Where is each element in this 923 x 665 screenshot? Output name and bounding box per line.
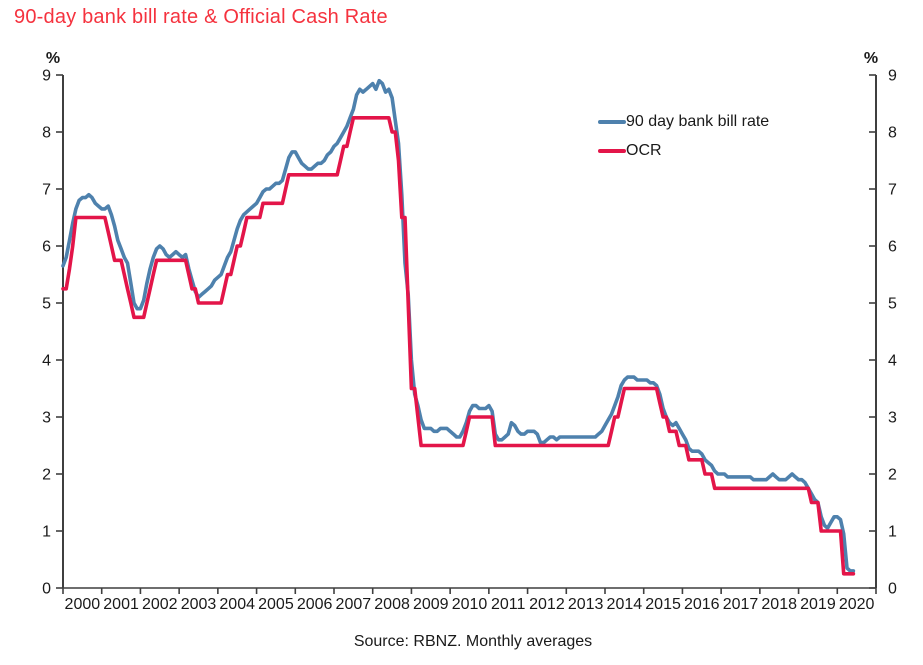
legend-line-swatch-red bbox=[598, 149, 626, 153]
legend-line-swatch-blue bbox=[598, 120, 626, 124]
x-tick-label-2006: 2006 bbox=[297, 596, 333, 613]
y-tick-label-left-1: 1 bbox=[42, 524, 51, 541]
y-tick-label-left-4: 4 bbox=[42, 353, 51, 370]
y-tick-label-right-2: 2 bbox=[888, 467, 897, 484]
x-tick-label-2001: 2001 bbox=[103, 596, 139, 613]
x-tick-label-2017: 2017 bbox=[723, 596, 759, 613]
y-tick-label-right-4: 4 bbox=[888, 353, 897, 370]
x-tick-label-2016: 2016 bbox=[684, 596, 720, 613]
y-tick-label-left-6: 6 bbox=[42, 239, 51, 256]
legend-label-ocr: OCR bbox=[626, 142, 662, 159]
x-tick-label-2013: 2013 bbox=[568, 596, 604, 613]
y-tick-label-right-0: 0 bbox=[888, 581, 897, 598]
y-tick-label-left-8: 8 bbox=[42, 125, 51, 142]
x-tick-label-2005: 2005 bbox=[258, 596, 294, 613]
y-tick-label-left-5: 5 bbox=[42, 296, 51, 313]
y-axis-unit-left: % bbox=[46, 50, 60, 67]
y-tick-label-right-7: 7 bbox=[888, 182, 897, 199]
y-tick-label-right-5: 5 bbox=[888, 296, 897, 313]
x-tick-label-2002: 2002 bbox=[142, 596, 178, 613]
x-tick-label-2019: 2019 bbox=[800, 596, 836, 613]
legend-label-90day-rate: 90 day bank bill rate bbox=[626, 113, 770, 130]
x-tick-label-2000: 2000 bbox=[65, 596, 101, 613]
x-tick-label-2011: 2011 bbox=[491, 596, 526, 613]
legend-item-90day-rate: 90 day bank bill rate bbox=[598, 112, 769, 132]
y-tick-label-left-9: 9 bbox=[42, 68, 51, 85]
x-tick-label-2008: 2008 bbox=[374, 596, 410, 613]
x-tick-label-2009: 2009 bbox=[413, 596, 449, 613]
series-line-ocr bbox=[61, 116, 856, 576]
y-axis-unit-right: % bbox=[864, 50, 878, 67]
x-tick-label-2007: 2007 bbox=[336, 596, 372, 613]
y-tick-label-right-3: 3 bbox=[888, 410, 897, 427]
y-tick-label-left-2: 2 bbox=[42, 467, 51, 484]
y-tick-label-right-9: 9 bbox=[888, 68, 897, 85]
y-tick-label-right-1: 1 bbox=[888, 524, 897, 541]
y-tick-label-right-8: 8 bbox=[888, 125, 897, 142]
x-tick-label-2010: 2010 bbox=[452, 596, 488, 613]
chart-legend: 90 day bank bill rate OCR bbox=[598, 112, 769, 170]
x-tick-label-2012: 2012 bbox=[529, 596, 565, 613]
legend-item-ocr: OCR bbox=[598, 141, 769, 161]
y-tick-label-right-6: 6 bbox=[888, 239, 897, 256]
y-tick-label-left-3: 3 bbox=[42, 410, 51, 427]
y-tick-label-left-7: 7 bbox=[42, 182, 51, 199]
chart-title: 90-day bank bill rate & Official Cash Ra… bbox=[14, 6, 388, 28]
x-tick-label-2003: 2003 bbox=[181, 596, 217, 613]
x-tick-label-2018: 2018 bbox=[761, 596, 797, 613]
x-tick-label-2015: 2015 bbox=[645, 596, 681, 613]
x-tick-label-2004: 2004 bbox=[219, 596, 255, 613]
x-tick-label-2014: 2014 bbox=[607, 596, 643, 613]
y-tick-label-left-0: 0 bbox=[42, 581, 51, 598]
x-tick-label-2020: 2020 bbox=[839, 596, 875, 613]
source-note: Source: RBNZ. Monthly averages bbox=[353, 633, 593, 650]
